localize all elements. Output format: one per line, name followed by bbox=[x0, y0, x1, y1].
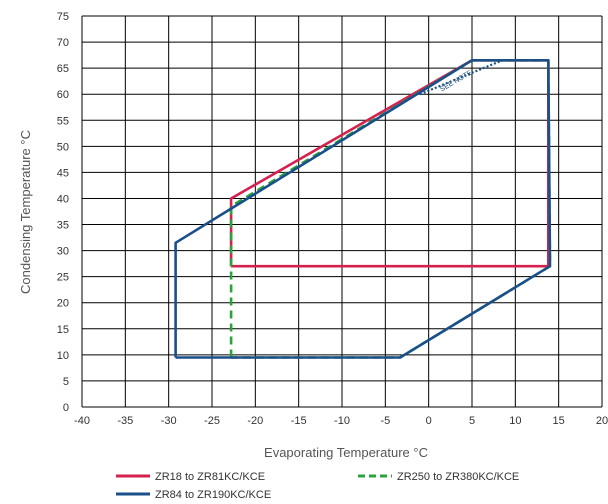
y-tick-label: 0 bbox=[63, 402, 69, 414]
y-tick-label: 60 bbox=[57, 89, 69, 101]
legend: ZR18 to ZR81KC/KCE ZR250 to ZR380KC/KCE ZR… bbox=[116, 471, 519, 501]
legend-label-0: ZR18 to ZR81KC/KCE bbox=[155, 471, 265, 483]
y-tick-label: 45 bbox=[57, 167, 69, 179]
x-tick-label: -10 bbox=[334, 415, 350, 427]
x-tick-label: -5 bbox=[380, 415, 390, 427]
x-tick-label: -15 bbox=[291, 415, 307, 427]
grid bbox=[81, 15, 603, 408]
annotations: SEE NOTE bbox=[439, 69, 473, 93]
x-tick-label: -25 bbox=[204, 415, 220, 427]
y-tick-label: 40 bbox=[57, 193, 69, 205]
x-axis-title: Evaporating Temperature °C bbox=[264, 445, 428, 460]
x-tick-label: 20 bbox=[596, 415, 608, 427]
y-tick-label: 25 bbox=[57, 272, 69, 284]
y-tick-label: 15 bbox=[57, 324, 69, 336]
y-tick-label: 65 bbox=[57, 63, 69, 75]
x-tick-label: 0 bbox=[426, 415, 432, 427]
x-tick-label: 5 bbox=[469, 415, 475, 427]
y-tick-label: 10 bbox=[57, 350, 69, 362]
y-tick-label: 5 bbox=[63, 376, 69, 388]
annotation-see-note: SEE NOTE bbox=[439, 69, 473, 93]
y-tick-label: 20 bbox=[57, 298, 69, 310]
x-tick-label: -35 bbox=[117, 415, 133, 427]
series-line-1 bbox=[229, 58, 552, 359]
y-tick-label: 75 bbox=[57, 11, 69, 23]
series-line-3 bbox=[419, 59, 503, 96]
series-line-2 bbox=[174, 58, 552, 359]
series-lines bbox=[174, 58, 552, 359]
x-tick-label: -30 bbox=[161, 415, 177, 427]
series-line-0 bbox=[229, 58, 550, 268]
y-axis-title: Condensing Temperature °C bbox=[18, 130, 33, 294]
x-tick-label: 15 bbox=[553, 415, 565, 427]
x-tick-label: -40 bbox=[74, 415, 90, 427]
y-tick-labels: 0 5 10 15 20 25 30 35 40 45 50 55 60 65 70 75 bbox=[57, 11, 69, 414]
x-tick-label: -20 bbox=[247, 415, 263, 427]
y-tick-label: 30 bbox=[57, 246, 69, 258]
y-tick-label: 50 bbox=[57, 141, 69, 153]
x-tick-labels: -40 -35 -30 -25 -20 -15 -10 -5 0 5 10 15 20 bbox=[74, 415, 608, 427]
legend-label-1: ZR250 to ZR380KC/KCE bbox=[397, 471, 519, 483]
y-tick-label: 55 bbox=[57, 115, 69, 127]
x-tick-label: 10 bbox=[509, 415, 521, 427]
legend-label-2: ZR84 to ZR190KC/KCE bbox=[155, 489, 271, 501]
y-tick-label: 70 bbox=[57, 37, 69, 49]
y-tick-label: 35 bbox=[57, 220, 69, 232]
